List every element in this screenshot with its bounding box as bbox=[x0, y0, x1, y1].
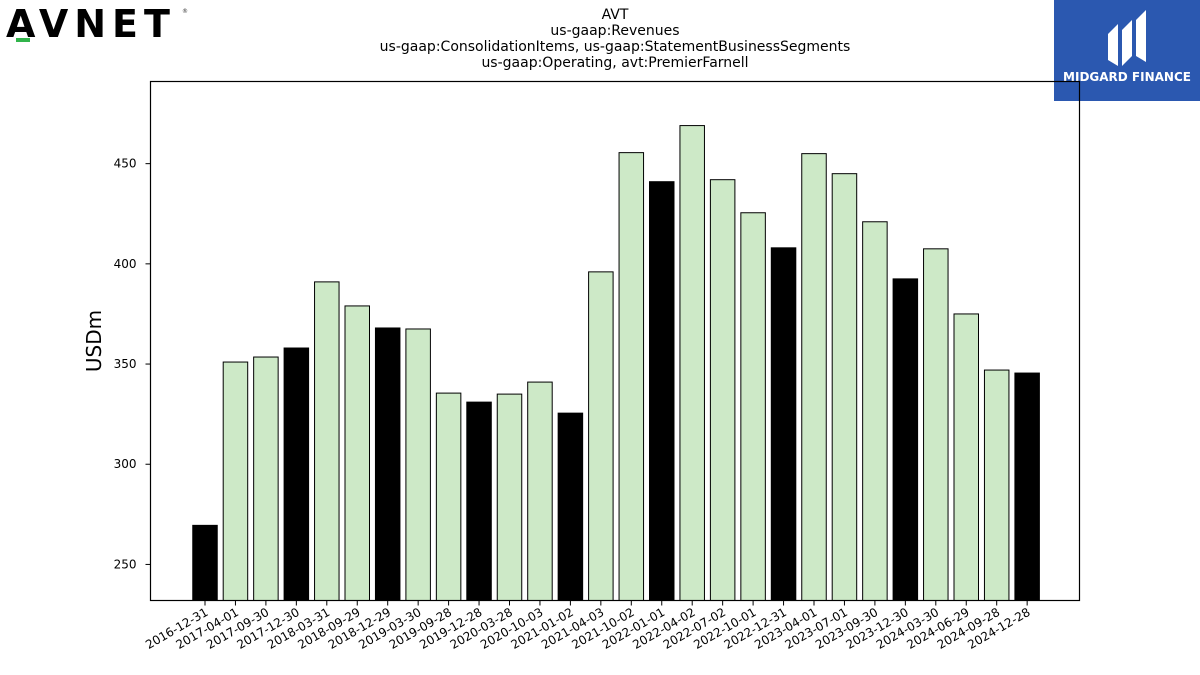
bar-2022-10-01 bbox=[740, 212, 766, 601]
chart-title: AVT us-gaap:Revenues us-gaap:Consolidati… bbox=[300, 7, 930, 71]
bar-2019-12-28 bbox=[466, 401, 492, 601]
bar-2019-03-30 bbox=[405, 328, 431, 601]
bar-2021-01-02 bbox=[557, 412, 584, 602]
bar-2023-04-01 bbox=[801, 153, 827, 601]
bar-2020-10-03 bbox=[527, 381, 553, 602]
bar-2024-12-28 bbox=[1014, 372, 1040, 601]
y-axis: 250 300 350 400 450 bbox=[114, 157, 151, 571]
chart-title-line-4: us-gaap:Operating, avt:PremierFarnell bbox=[481, 55, 749, 71]
bar-2019-09-28 bbox=[435, 392, 462, 601]
bar-2024-09-28 bbox=[983, 369, 1010, 602]
midgard-finance-badge: MIDGARD FINANCE bbox=[1054, 0, 1200, 101]
y-tick-label-250: 250 bbox=[114, 557, 137, 571]
bar-2016-12-31 bbox=[192, 524, 218, 602]
avnet-logo: AVNET ® bbox=[6, 2, 188, 46]
chart-title-line-2: us-gaap:Revenues bbox=[550, 23, 680, 39]
bar-2023-12-30 bbox=[892, 278, 919, 601]
registered-mark: ® bbox=[182, 8, 188, 15]
avnet-logo-accent bbox=[16, 38, 30, 42]
x-axis: 2016-12-312017-04-012017-09-302017-12-30… bbox=[143, 600, 1033, 652]
bar-2018-09-29 bbox=[344, 305, 370, 601]
midgard-logo-icon bbox=[1108, 10, 1146, 66]
y-tick-label-350: 350 bbox=[114, 357, 137, 371]
bar-2017-12-30 bbox=[283, 347, 310, 601]
y-tick-label-400: 400 bbox=[114, 257, 137, 271]
bar-2017-09-30 bbox=[253, 356, 279, 601]
bar-2024-03-30 bbox=[923, 248, 949, 601]
bar-2021-10-02 bbox=[618, 152, 645, 602]
bar-2018-03-31 bbox=[314, 281, 340, 601]
bar-2022-07-02 bbox=[709, 179, 736, 602]
bar-2018-12-29 bbox=[374, 327, 401, 601]
bar-2020-03-28 bbox=[496, 393, 523, 602]
bar-2017-04-01 bbox=[222, 361, 249, 601]
bar-2022-01-01 bbox=[649, 181, 675, 601]
bar-2022-04-02 bbox=[679, 125, 705, 602]
bar-2023-09-30 bbox=[862, 221, 888, 601]
avnet-logo-text: AVNET bbox=[6, 2, 176, 46]
bar-2023-07-01 bbox=[831, 173, 858, 601]
chart-title-line-1: AVT bbox=[601, 7, 629, 23]
y-tick-label-300: 300 bbox=[114, 457, 137, 471]
y-tick-label-450: 450 bbox=[114, 157, 137, 171]
plot-frame bbox=[149, 80, 1081, 602]
y-axis-label: USDm bbox=[82, 310, 106, 372]
bar-2022-12-31 bbox=[770, 247, 797, 601]
chart-title-line-3: us-gaap:ConsolidationItems, us-gaap:Stat… bbox=[379, 39, 851, 55]
midgard-finance-label: MIDGARD FINANCE bbox=[1063, 70, 1191, 84]
bar-2024-06-29 bbox=[953, 313, 979, 601]
bar-2021-04-03 bbox=[588, 271, 614, 601]
bars-group bbox=[192, 125, 1040, 602]
